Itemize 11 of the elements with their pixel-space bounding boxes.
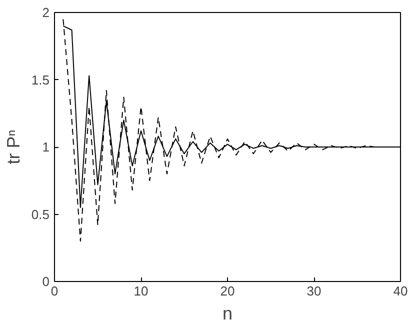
x-tick-label: 10	[134, 284, 148, 298]
y-tick-label: 1.5	[31, 72, 50, 88]
y-axis-title: tr Pⁿ	[3, 130, 24, 164]
x-axis-title: n	[222, 304, 233, 324]
y-tick-label: 0.5	[31, 206, 50, 222]
x-tick-label: 20	[220, 284, 235, 298]
x-tick-label: 40	[393, 284, 408, 298]
y-tick-label: 0	[42, 274, 50, 289]
x-tick-label: 30	[306, 284, 322, 298]
y-tick-label: 1	[42, 140, 50, 154]
y-tick-label: 2	[42, 5, 50, 20]
